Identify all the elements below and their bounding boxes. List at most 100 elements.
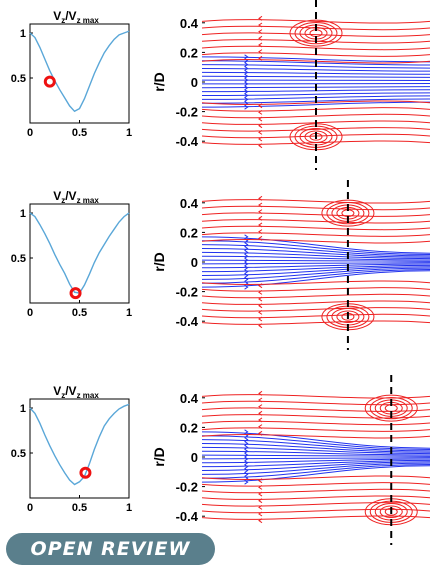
x-tick-label: 1 [126, 127, 132, 139]
flow-arrow [258, 22, 263, 28]
core-streamline [202, 435, 430, 451]
core-streamline [202, 463, 430, 479]
flow-arrow [244, 85, 249, 91]
flow-arrow [258, 109, 263, 115]
flow-arrow [244, 479, 249, 485]
flow-arrow [244, 265, 249, 271]
flow-arrow [244, 468, 249, 473]
flow-arrow [258, 390, 263, 396]
x-tick-label: 0 [27, 502, 33, 514]
open-review-badge[interactable]: OPEN REVIEW [6, 533, 215, 565]
recirculation-streamline [202, 420, 430, 426]
recirculation-streamline [202, 427, 430, 432]
core-streamline [202, 458, 430, 464]
recirculation-streamline [202, 205, 430, 211]
core-streamline [202, 67, 430, 72]
flow-arrow [244, 437, 249, 442]
recirculation-streamline [202, 287, 430, 292]
y-tick-label: 0.2 [180, 420, 198, 435]
streamline-field [202, 390, 430, 526]
core-streamline [202, 442, 430, 453]
core-streamline [202, 244, 430, 257]
flow-arrow [258, 35, 263, 41]
core-streamline [202, 263, 430, 269]
y-tick-label: -0.4 [176, 509, 199, 524]
flow-arrow [258, 195, 263, 201]
recirculation-streamline [202, 320, 430, 325]
core-streamline [202, 101, 430, 108]
flow-arrow [258, 235, 263, 241]
flow-arrow [244, 472, 249, 477]
y-tick-label: -0.4 [176, 314, 199, 329]
recirculation-streamline [202, 502, 430, 507]
streamline-plot-2: r/D 0.4 0.2 0 -0.2 -0.4 [151, 180, 430, 350]
vortex-ring [379, 505, 403, 519]
y-tick-label: 0.5 [11, 448, 26, 460]
flow-arrow [258, 129, 263, 135]
flow-arrow [244, 460, 249, 466]
flow-arrow [258, 309, 263, 315]
core-streamline [202, 262, 430, 265]
recirculation-streamline [202, 219, 430, 224]
recirculation-streamline [202, 300, 430, 305]
y-tick-label: -0.2 [176, 105, 198, 120]
y-axis-label: r/D [151, 252, 167, 271]
figure-row-3: Vz/Vz max 0 0.5 1 0.5 1 r/D 0.4 0.2 0 -0.2 -0.4 [0, 375, 432, 565]
x-tick-label: 0 [27, 127, 33, 139]
flow-arrow [244, 456, 249, 462]
flow-arrow [258, 484, 263, 490]
core-streamline [202, 268, 430, 284]
y-tick-label: -0.2 [176, 285, 198, 300]
y-axis-label: r/D [151, 447, 167, 466]
y-tick-label: 1 [20, 208, 26, 220]
vortex-ring [321, 199, 375, 227]
profile-chart-3: Vz/Vz max 0 0.5 1 0.5 1 [11, 384, 132, 514]
flow-arrow [258, 498, 263, 504]
recirculation-streamline [202, 515, 430, 520]
y-tick-label: 0 [191, 75, 198, 90]
vortex-ring [336, 310, 360, 324]
recirculation-streamline [202, 113, 430, 119]
y-tick-label: 1 [20, 28, 26, 40]
x-tick-label: 0.5 [72, 307, 87, 319]
flow-arrow [258, 49, 263, 55]
y-tick-label: 0.4 [180, 391, 199, 406]
flow-arrow [244, 253, 249, 259]
flow-arrow [258, 518, 263, 524]
core-streamline [202, 461, 430, 472]
flow-arrow [258, 202, 263, 208]
velocity-profile-line [29, 212, 130, 294]
core-streamline [202, 92, 430, 97]
flow-arrow [258, 289, 263, 295]
streamline-field [202, 195, 430, 331]
flow-arrow [258, 209, 263, 215]
flow-arrow [258, 316, 263, 322]
recirculation-streamline [202, 199, 430, 204]
core-streamline [202, 251, 430, 260]
flow-arrow [258, 123, 263, 129]
flow-arrow [258, 42, 263, 48]
y-tick-label: -0.4 [176, 134, 199, 149]
open-review-label: OPEN REVIEW [30, 538, 191, 560]
recirculation-streamline [202, 239, 430, 244]
position-marker [43, 75, 56, 88]
flow-arrow [244, 464, 249, 470]
flow-arrow [244, 269, 249, 275]
flow-arrow [244, 66, 249, 71]
flow-arrow [258, 229, 263, 235]
position-marker [69, 287, 82, 300]
recirculation-streamline [202, 32, 430, 37]
core-streamline [202, 459, 430, 468]
core-streamline [202, 465, 430, 483]
recirculation-streamline [202, 495, 430, 500]
flow-arrow [258, 55, 263, 61]
core-streamline [202, 457, 430, 460]
flow-arrow [244, 273, 249, 278]
vortex-ring [294, 22, 338, 45]
profile-title: Vz/Vz max [53, 384, 99, 400]
y-tick-label: 0.2 [180, 45, 198, 60]
core-streamline [202, 450, 430, 456]
y-axis-label: r/D [151, 72, 167, 91]
y-tick-label: 0.5 [11, 253, 26, 265]
y-tick-label: -0.2 [176, 480, 198, 495]
